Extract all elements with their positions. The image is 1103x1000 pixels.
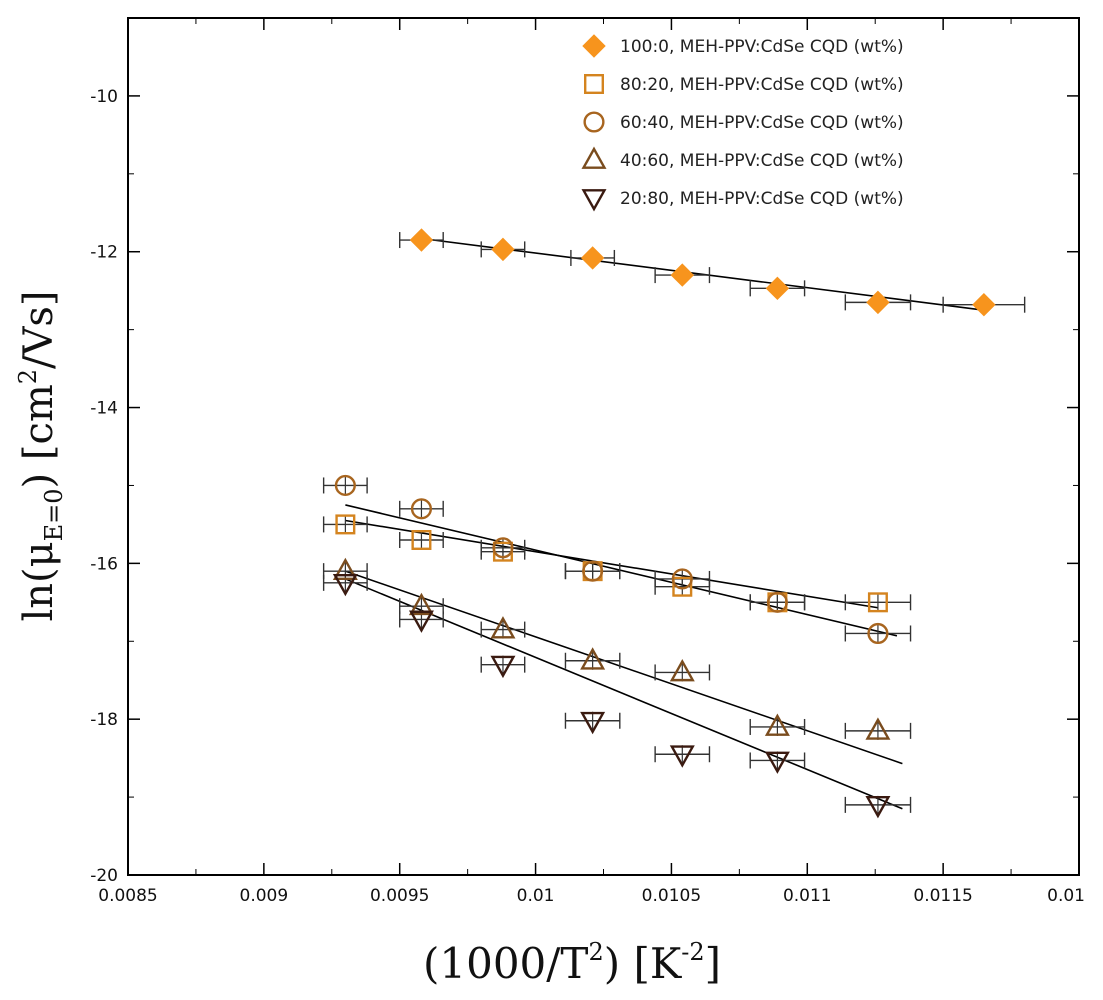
y-axis-title-end: /Vs] [16,290,62,369]
data-point [410,498,433,520]
x-tick-label: 0.0105 [642,886,701,906]
x-tick-label: 0.01 [517,886,555,906]
x-axis-title-base: (1000/T [423,939,588,988]
fit-line [345,570,903,765]
y-tick-label: -20 [90,866,118,886]
x-axis-title-mid: ) [K [604,939,683,988]
data-point [408,610,434,633]
fit-line [421,237,985,311]
x-tick-label: 0.0115 [913,886,972,906]
data-point [764,713,790,736]
y-axis-title-mid: ) [cm [16,384,62,488]
error-bars [322,231,1026,814]
tick-labels: 0.0085 0.009 0.0095 0.01 0.0105 0.011 0.0115 0.… [90,87,1085,906]
data-point [765,276,790,301]
y-axis-title-sub: E=0 [40,488,68,541]
data-point [580,246,605,270]
fit-lines [345,237,985,810]
legend-marker [581,146,607,169]
data-point [866,290,890,315]
fit-line [345,578,903,810]
legend: 100:0, MEH-PPV:CdSe CQD (wt%) 80:20, MEH-… [581,34,904,212]
x-tick-label: 0.011 [783,886,832,906]
data-point [492,537,514,559]
legend-label: 40:60, MEH-PPV:CdSe CQD (wt%) [620,151,904,171]
x-tick-label: 0.0085 [98,886,157,906]
legend-marker [581,189,607,212]
legend-marker [583,111,605,133]
legend-marker [584,73,605,94]
data-markers [332,228,996,819]
data-point [867,622,889,645]
y-axis-title-sup: 2 [14,369,42,384]
data-point [582,560,604,582]
axis-ticks [127,18,1080,876]
legend-label: 60:40, MEH-PPV:CdSe CQD (wt%) [620,113,904,133]
data-point [972,292,996,317]
x-tick-label: 0.01 [1047,886,1085,906]
data-point [766,591,788,613]
y-axis-title-base: ln(μ [16,541,62,621]
x-axis-title-end: ] [705,939,721,988]
fit-line [345,504,898,637]
data-point [865,717,891,740]
data-point [411,529,432,550]
data-point [580,711,606,735]
data-point [671,568,693,590]
plot-frame [127,17,1080,876]
data-point [490,616,516,639]
data-point [408,592,434,616]
fit-line [345,519,879,609]
data-point [332,557,358,581]
x-axis-title-sup1: 2 [588,938,603,966]
y-tick-label: -16 [90,554,118,574]
data-point [670,263,695,287]
data-point [409,228,434,252]
data-point [669,745,695,768]
data-point [490,655,516,679]
data-point [672,576,693,597]
data-point [669,658,695,682]
x-tick-label: 0.0095 [370,886,429,906]
x-tick-label: 0.009 [240,886,289,906]
y-axis-title: ln(μE=0) [cm2/Vs] [14,290,68,621]
y-tick-label: -18 [90,710,118,730]
y-tick-label: -14 [90,399,118,419]
y-tick-label: -12 [90,243,118,263]
legend-label: 20:80, MEH-PPV:CdSe CQD (wt%) [620,189,904,209]
data-point [332,573,358,597]
data-point [491,237,515,262]
x-axis-title: (1000/T2) [K-2] [423,938,721,988]
legend-label: 100:0, MEH-PPV:CdSe CQD (wt%) [620,37,904,57]
data-point [580,647,606,670]
x-axis-title-sup2: -2 [681,938,704,966]
data-point [335,514,356,535]
data-point [334,474,356,497]
data-point [764,751,790,774]
data-point [865,795,891,819]
y-tick-label: -10 [90,87,118,107]
data-point [867,592,888,613]
legend-label: 80:20, MEH-PPV:CdSe CQD (wt%) [620,75,904,95]
legend-marker [582,34,606,58]
